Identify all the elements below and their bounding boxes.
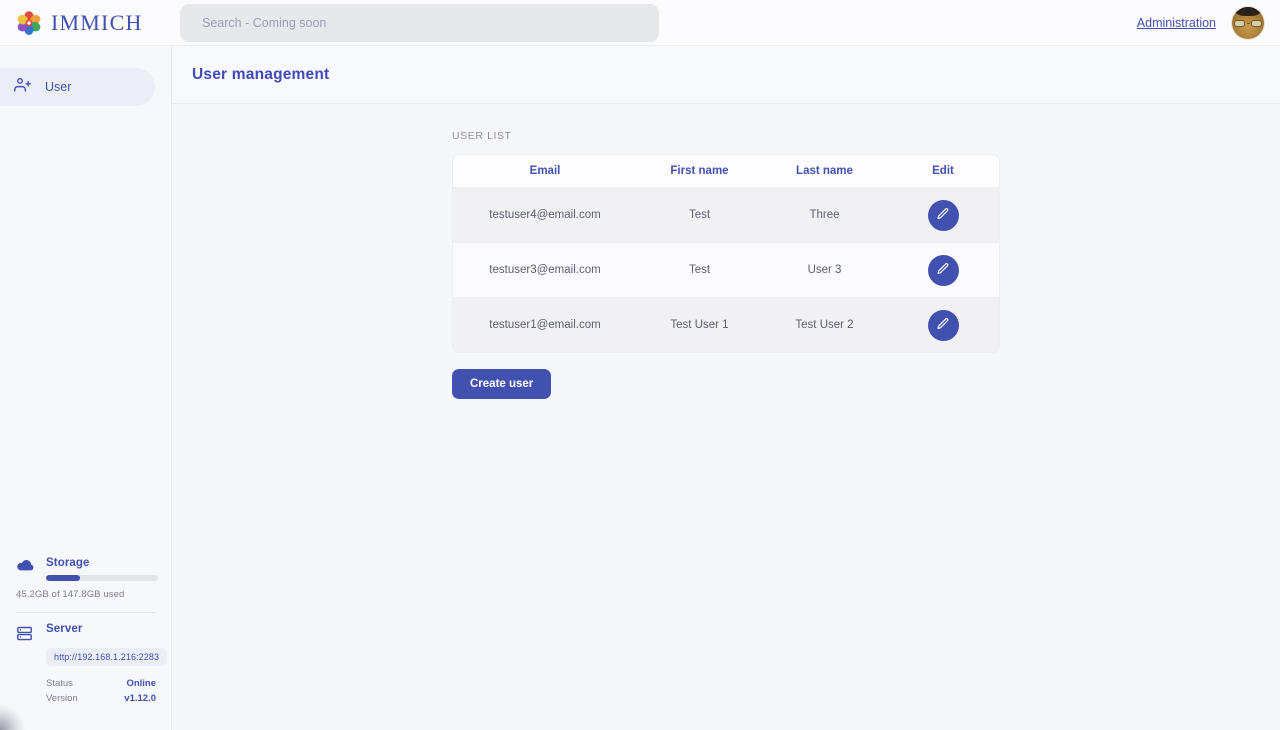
cell-edit [887,298,1000,353]
search-box[interactable] [180,4,659,42]
cell-email: testuser3@email.com [452,243,637,298]
sidebar-item-user[interactable]: User [0,68,155,106]
cell-email: testuser1@email.com [452,298,637,353]
table-row[interactable]: testuser1@email.com Test User 1 Test User … [452,298,1000,353]
page-title: User management [192,65,330,83]
avatar-hair [1235,7,1261,16]
server-status-row: Status Online [46,678,156,689]
cell-email: testuser4@email.com [452,188,637,243]
storage-progress-fill [46,575,80,581]
avatar-lens-right [1251,20,1262,27]
server-version-label: Version [46,693,78,704]
server-title: Server [46,623,83,635]
cell-first-name: Test [637,188,762,243]
cell-first-name: Test User 1 [637,298,762,353]
page-header: User management [172,46,1280,104]
user-list-label: USER LIST [452,130,512,142]
user-list-panel: USER LIST Email First name Last name Edi… [452,130,1000,399]
content-area: USER LIST Email First name Last name Edi… [172,104,1280,399]
server-version-row: Version v1.12.0 [46,693,156,704]
cell-first-name: Test [637,243,762,298]
top-bar-right: Administration [1137,0,1264,46]
storage-progress-bar [46,575,158,581]
sidebar-divider [16,612,156,613]
avatar-glasses-bridge [1246,22,1250,25]
table-row[interactable]: testuser4@email.com Test Three [452,188,1000,243]
server-url-chip[interactable]: http://192.168.1.216:2283 [46,648,168,666]
sidebar: User Storage 45.2GB of 147.8GB used [0,46,172,730]
top-bar: IMMICH Administration [0,0,1280,46]
immich-flower-logo-icon [16,10,42,36]
user-table-head: Email First name Last name Edit [452,154,1000,188]
cell-edit [887,243,1000,298]
column-header-first-name[interactable]: First name [637,154,762,188]
user-table: Email First name Last name Edit testuser… [452,154,1000,353]
server-version-value: v1.12.0 [124,693,156,704]
table-row[interactable]: testuser3@email.com Test User 3 [452,243,1000,298]
pencil-icon [936,207,950,224]
users-icon [14,76,31,98]
storage-usage-text: 45.2GB of 147.8GB used [16,589,125,600]
pencil-icon [936,262,950,279]
administration-link[interactable]: Administration [1136,16,1216,30]
server-section: Server http://192.168.1.216:2283 Status … [16,623,168,704]
pencil-icon [936,317,950,334]
edit-user-button[interactable] [927,199,959,231]
storage-section: Storage 45.2GB of 147.8GB used [16,557,158,613]
cell-last-name: Test User 2 [762,298,887,353]
create-user-button[interactable]: Create user [452,369,552,399]
column-header-email[interactable]: Email [452,154,637,188]
edit-user-button[interactable] [927,254,959,286]
avatar-lens-left [1234,20,1245,27]
cell-last-name: User 3 [762,243,887,298]
server-status-value: Online [126,678,156,689]
user-table-header-row: Email First name Last name Edit [452,154,1000,188]
brand-name: IMMICH [51,9,143,35]
sidebar-footer: Storage 45.2GB of 147.8GB used [0,557,172,714]
server-icon [16,623,36,647]
cloud-icon [16,557,36,578]
sidebar-item-label: User [45,80,72,94]
brand[interactable]: IMMICH [16,10,143,36]
storage-title: Storage [46,557,90,569]
server-status-label: Status [46,678,73,689]
search-input[interactable] [202,16,659,30]
edit-user-button[interactable] [927,309,959,341]
avatar[interactable] [1232,7,1264,39]
cell-edit [887,188,1000,243]
main-content: User management USER LIST Email First na… [172,46,1280,730]
user-table-body: testuser4@email.com Test Three testuser3@em… [452,188,1000,353]
avatar-glasses [1234,20,1262,27]
cell-last-name: Three [762,188,887,243]
column-header-last-name[interactable]: Last name [762,154,887,188]
column-header-edit[interactable]: Edit [887,154,1000,188]
